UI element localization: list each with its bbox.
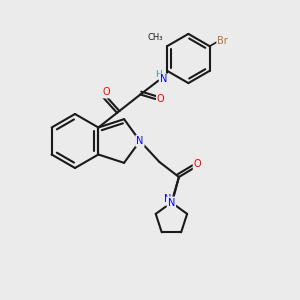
Text: O: O bbox=[102, 87, 110, 98]
Text: N: N bbox=[168, 197, 175, 208]
Text: N: N bbox=[160, 74, 167, 85]
Text: O: O bbox=[157, 94, 165, 104]
Text: Br: Br bbox=[217, 36, 228, 46]
Text: N: N bbox=[136, 136, 144, 146]
Text: O: O bbox=[194, 159, 201, 170]
Text: H: H bbox=[155, 70, 162, 79]
Text: CH₃: CH₃ bbox=[148, 33, 163, 42]
Text: N: N bbox=[164, 194, 171, 205]
